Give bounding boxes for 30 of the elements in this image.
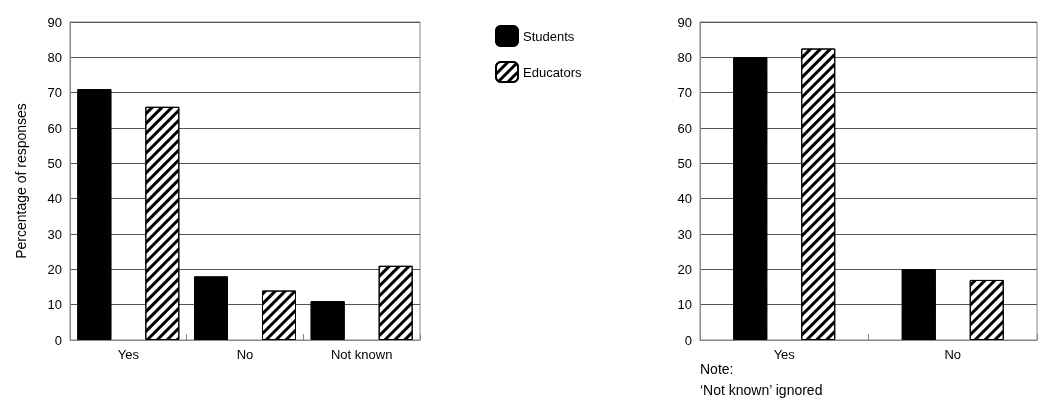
y-tick-label: 80 xyxy=(677,49,692,65)
y-tick-label: 10 xyxy=(677,297,692,313)
y-tick-label: 20 xyxy=(677,261,692,277)
y-tick-label: 30 xyxy=(677,226,692,242)
y-tick-label: 50 xyxy=(47,155,62,171)
y-tick-label: 60 xyxy=(47,120,62,136)
x-tick-label: No xyxy=(236,347,254,362)
x-tick-label: Not known xyxy=(330,347,393,362)
text: ‘Not known’ ignored xyxy=(700,382,823,398)
y-axis-title: Percentage of responses xyxy=(13,103,29,259)
y-tick-label: 80 xyxy=(47,49,62,65)
y-tick-label: 0 xyxy=(684,332,692,348)
y-tick-label: 90 xyxy=(677,14,692,30)
text: Note: xyxy=(700,361,734,377)
y-tick-label: 90 xyxy=(47,14,62,30)
y-tick-label: 50 xyxy=(677,155,692,171)
y-tick-label: 60 xyxy=(677,120,692,136)
y-tick-label: 10 xyxy=(47,297,62,313)
y-tick-label: 40 xyxy=(677,191,692,207)
y-tick-label: 20 xyxy=(47,261,62,277)
y-tick-label: 30 xyxy=(47,226,62,242)
x-tick-label: No xyxy=(944,347,962,362)
x-tick-label: Yes xyxy=(773,347,796,362)
legend-label: Educators xyxy=(523,64,583,80)
y-tick-label: 70 xyxy=(47,85,62,101)
y-tick-label: 0 xyxy=(54,332,62,348)
legend-label: Students xyxy=(523,28,575,44)
y-tick-label: 40 xyxy=(47,191,62,207)
x-tick-label: Yes xyxy=(117,347,140,362)
y-tick-label: 70 xyxy=(677,85,692,101)
